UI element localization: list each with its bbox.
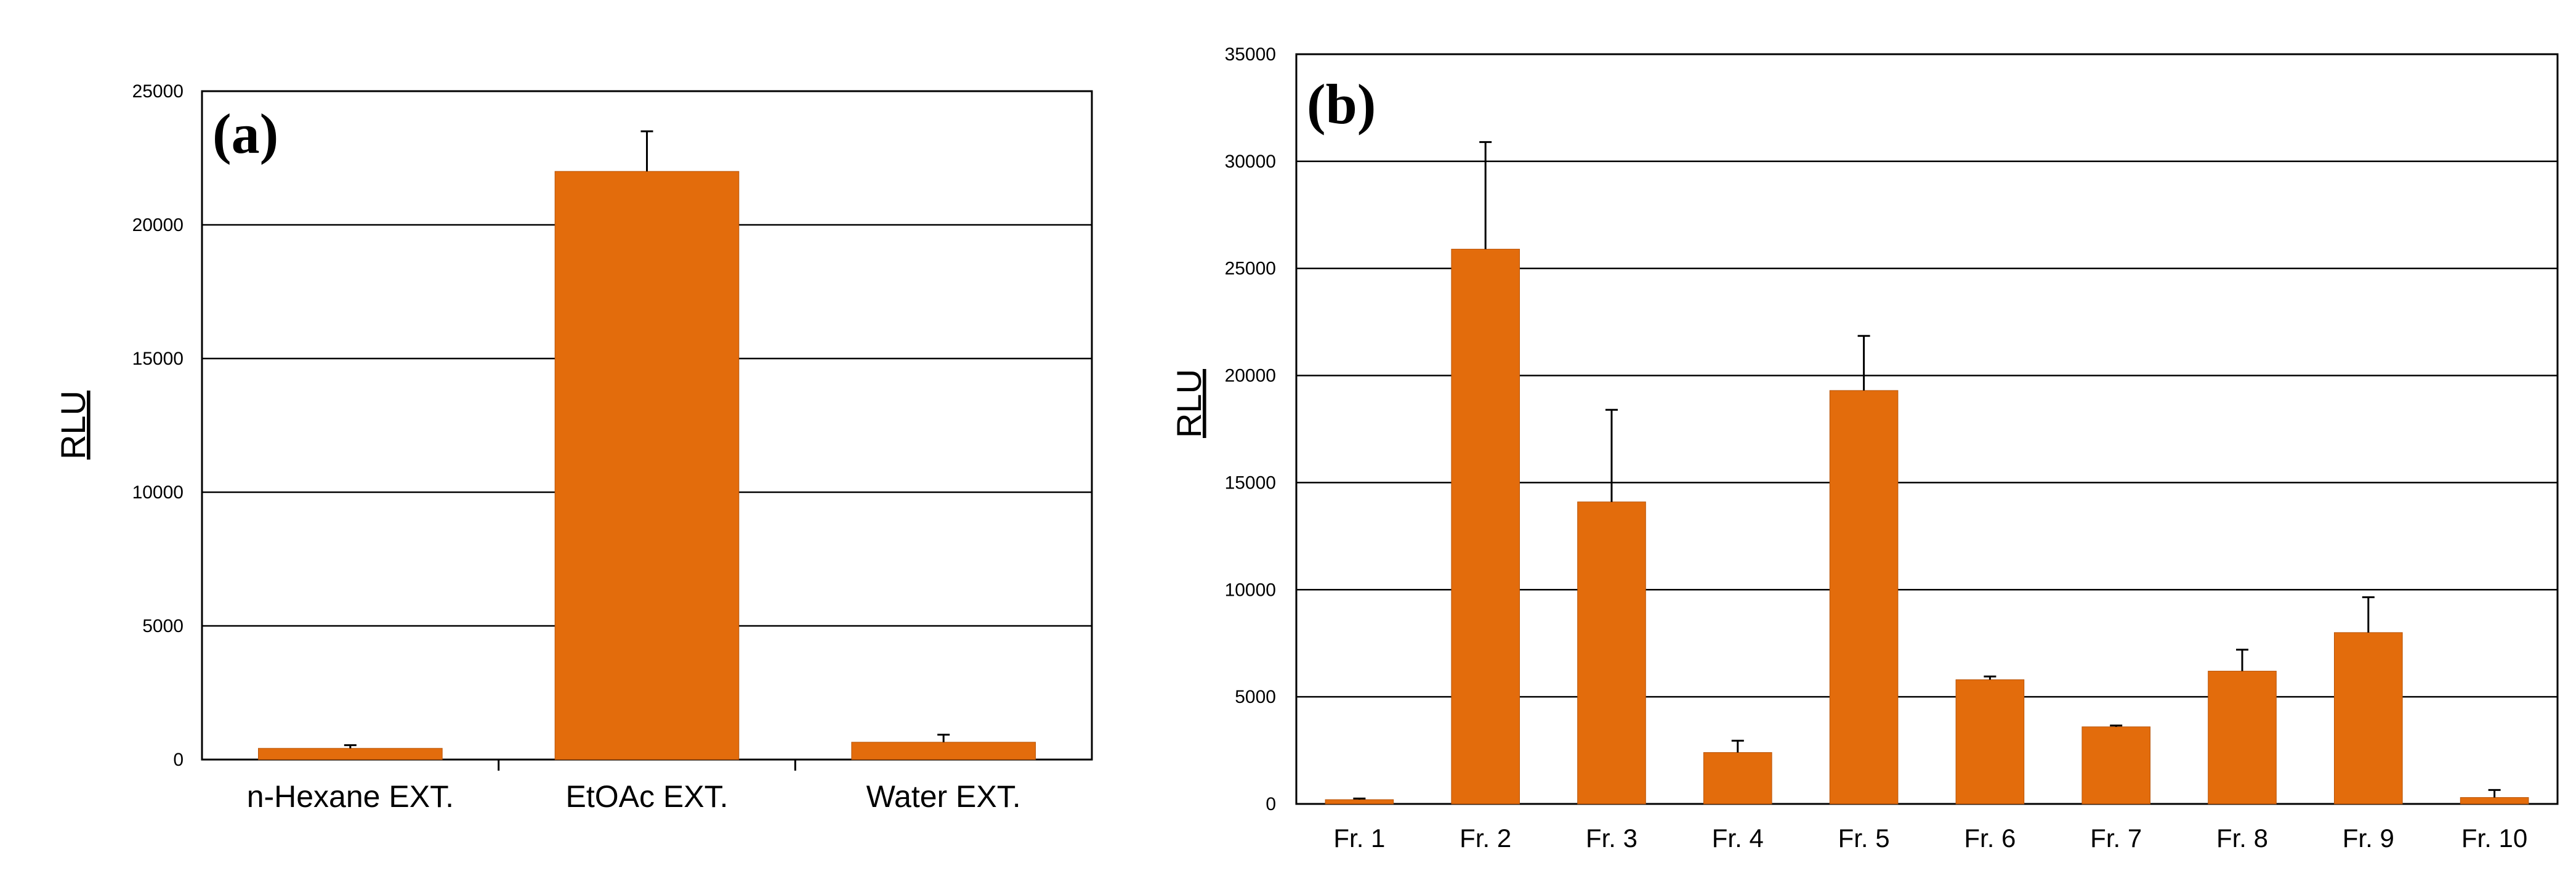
panel-b-x-tick-label-2: Fr. 2 xyxy=(1460,824,1511,853)
panel-b-bar-7 xyxy=(2081,726,2150,805)
panel-a-y-tick-label: 25000 xyxy=(132,81,184,102)
panel-a-y-tick-label: 15000 xyxy=(132,349,184,369)
panel-a-y-tick-label: 20000 xyxy=(132,215,184,235)
panel-b-y-tick-label: 30000 xyxy=(1225,152,1276,172)
panel-b-x-tick-label-3: Fr. 3 xyxy=(1586,824,1637,853)
panel-b-y-tick-label: 25000 xyxy=(1225,259,1276,279)
panel-a-y-axis-title: RLU xyxy=(54,391,92,460)
panel-b-bar-1 xyxy=(1325,799,1394,805)
panel-b-x-tick-label-6: Fr. 6 xyxy=(1964,824,2016,853)
panel-b-y-tick-label: 5000 xyxy=(1235,687,1276,707)
panel-b-bar-4 xyxy=(1703,752,1772,805)
panel-a-tag: (a) xyxy=(212,102,278,165)
panel-b-y-tick-label: 35000 xyxy=(1225,44,1276,65)
panel-b-y-tick-label: 15000 xyxy=(1225,472,1276,493)
panel-b-x-tick-label-4: Fr. 4 xyxy=(1712,824,1764,853)
panel-b-x-tick-label-1: Fr. 1 xyxy=(1333,824,1385,853)
panel-b-x-tick-label-10: Fr. 10 xyxy=(2461,824,2527,853)
panel-a-y-tick-label: 10000 xyxy=(132,482,184,503)
panel-a-x-tick-label-3: Water EXT. xyxy=(866,779,1021,814)
panel-b-x-tick-label-8: Fr. 8 xyxy=(2216,824,2268,853)
chart-panel-b: RLU 0 5000 10000 15000 20000 25000 30000 35000 F… xyxy=(1169,44,2559,853)
panel-b-bar-8 xyxy=(2208,670,2277,805)
chart-panel-a: RLU 0 5000 10000 15000 20000 25000 n-Hexane EX… xyxy=(54,81,1093,814)
panel-b-x-tick-label-7: Fr. 7 xyxy=(2090,824,2142,853)
panel-a-bar-2 xyxy=(554,171,740,760)
panel-b-bar-9 xyxy=(2334,632,2403,805)
panel-a-x-tick-label-2: EtOAc EXT. xyxy=(566,779,729,814)
panel-b-y-tick-label: 20000 xyxy=(1225,366,1276,386)
panel-b-y-tick-label: 10000 xyxy=(1225,580,1276,600)
panel-b-bar-3 xyxy=(1577,501,1646,805)
panel-a-bar-1 xyxy=(258,748,443,760)
panel-a-bar-3 xyxy=(851,742,1036,760)
panel-b-x-tick-label-9: Fr. 9 xyxy=(2343,824,2394,853)
panel-b-plot-frame xyxy=(1295,53,2559,805)
panel-b-tag: (b) xyxy=(1307,73,1376,136)
panel-b-bar-6 xyxy=(1955,679,2025,805)
panel-a-y-tick-label: 0 xyxy=(173,750,184,770)
panel-b-bar-2 xyxy=(1451,248,1520,805)
panel-b-bar-10 xyxy=(2460,797,2529,805)
panel-a-x-tick-label-1: n-Hexane EXT. xyxy=(247,779,454,814)
panel-b-bar-5 xyxy=(1829,390,1899,805)
panel-b-x-tick-label-5: Fr. 5 xyxy=(1838,824,1890,853)
panel-b-y-tick-label: 0 xyxy=(1266,794,1276,814)
panel-a-y-tick-label: 5000 xyxy=(142,616,184,636)
panel-b-y-axis-title: RLU xyxy=(1169,369,1208,438)
